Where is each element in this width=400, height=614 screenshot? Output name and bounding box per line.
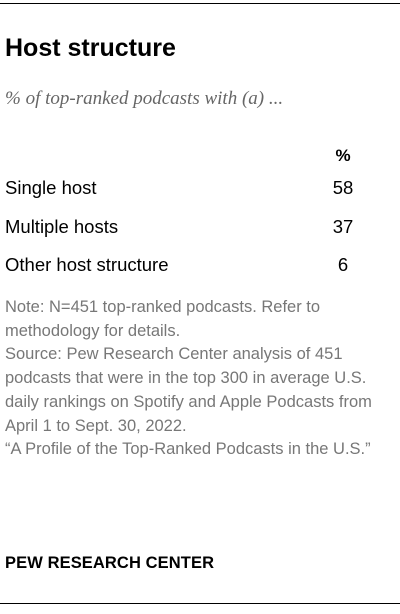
row-label-single-host: Single host [5,177,97,198]
notes-block: Note: N=451 top-ranked podcasts. Refer t… [5,296,397,462]
brand-label: PEW RESEARCH CENTER [5,554,215,572]
table-row: Single host 58 [5,174,365,213]
top-rule [0,3,400,4]
row-label-multiple-hosts: Multiple hosts [5,215,119,237]
column-header-percent: % [335,146,351,165]
row-value-single-host: 58 [332,177,354,198]
source-text: Source: Pew Research Center analysis of … [5,345,372,435]
data-table: % Single host 58 Multiple hosts 37 Other… [5,142,365,290]
bottom-rule [0,603,400,604]
row-label-other-host-structure: Other host structure [5,254,169,275]
report-link-text: “A Profile of the Top-Ranked Podcasts in… [5,440,371,459]
table-row: Multiple hosts 37 [5,213,365,252]
table-header-row: % [5,142,365,174]
table-row: Other host structure 6 [5,251,365,290]
note-text: Note: N=451 top-ranked podcasts. Refer t… [5,298,321,340]
row-value-multiple-hosts: 37 [332,215,354,237]
chart-subtitle: % of top-ranked podcasts with (a) ... [5,88,284,109]
row-value-other-host-structure: 6 [337,254,349,275]
chart-title: Host structure [5,34,176,62]
